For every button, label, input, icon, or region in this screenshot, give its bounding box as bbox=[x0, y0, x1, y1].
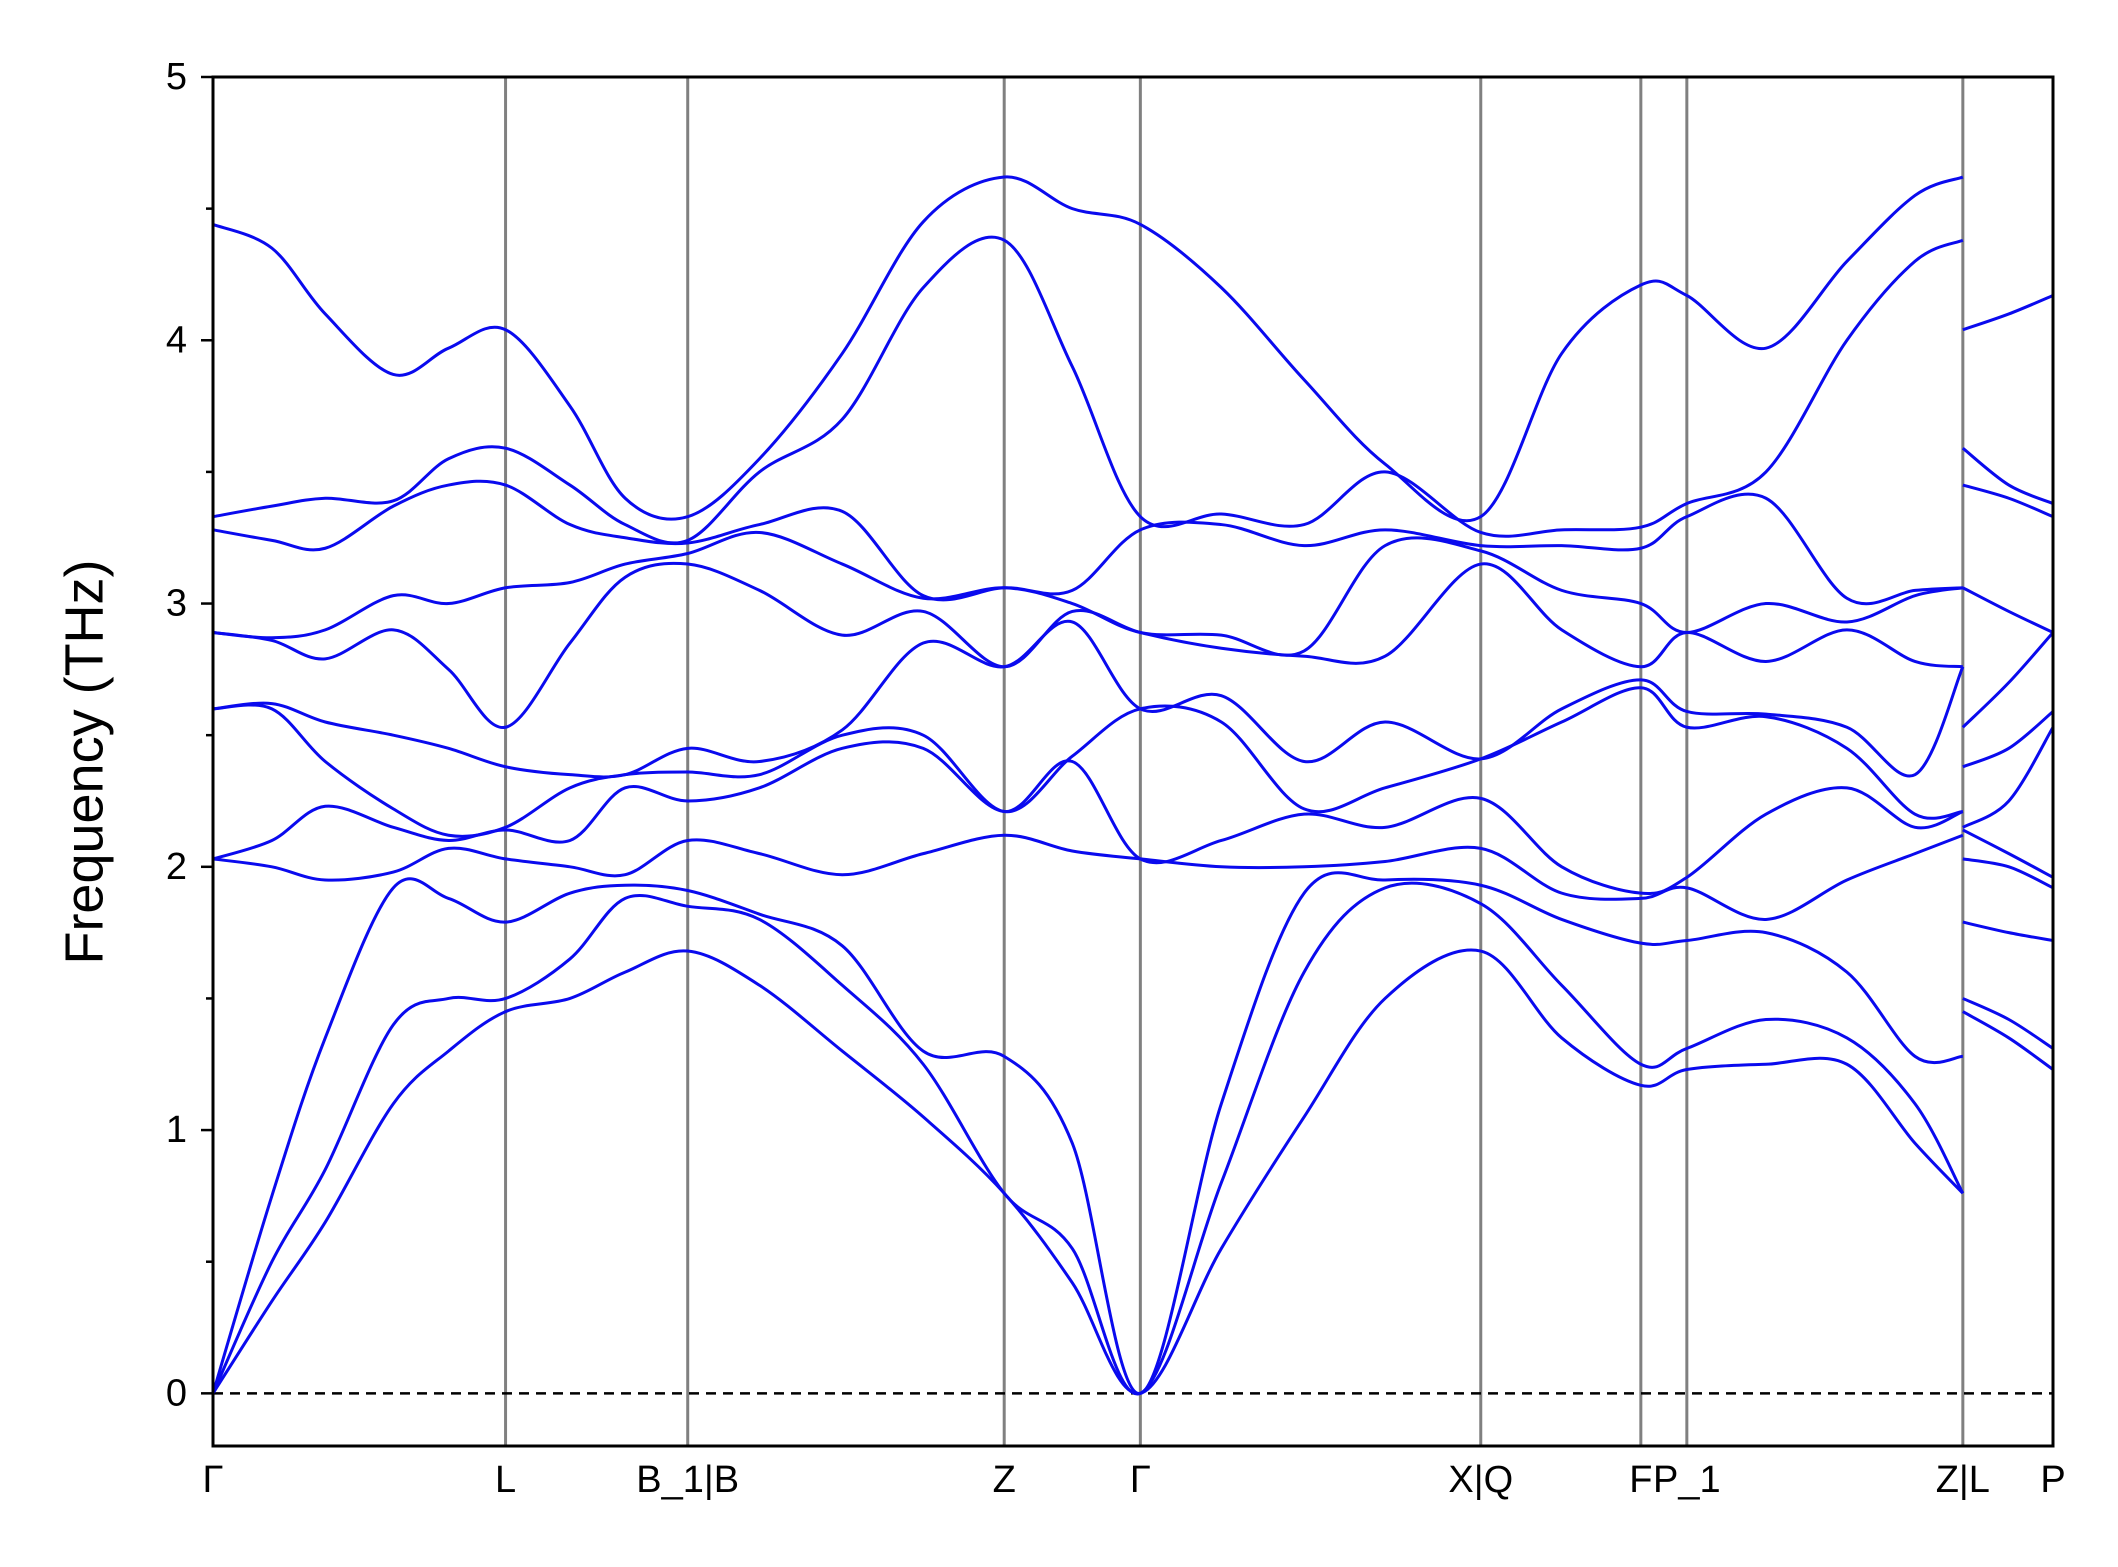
band-line bbox=[212, 833, 2054, 921]
x-tick-label: X|Q bbox=[1448, 1459, 1513, 1501]
x-tick-label: Γ bbox=[203, 1459, 224, 1501]
band-line bbox=[212, 561, 2055, 729]
y-tick-label: 1 bbox=[166, 1109, 187, 1151]
band-line bbox=[212, 175, 2054, 523]
plot-frame bbox=[211, 75, 2055, 1448]
band-line bbox=[211, 881, 2054, 1396]
y-tick-label: 4 bbox=[166, 319, 187, 361]
band-line bbox=[211, 871, 2054, 1395]
band-line bbox=[212, 530, 2054, 657]
x-tick-label: Z bbox=[993, 1459, 1016, 1501]
band-line bbox=[212, 479, 2054, 606]
x-tick-label: B_1|B bbox=[636, 1459, 739, 1501]
y-tick-label: 0 bbox=[166, 1372, 187, 1414]
y-axis-label: Frequency (THz) bbox=[54, 559, 114, 964]
x-tick-label: Z|L bbox=[1936, 1459, 1990, 1501]
band-line bbox=[212, 619, 2054, 779]
x-tick-label: P bbox=[2040, 1459, 2065, 1501]
x-tick-label: L bbox=[495, 1459, 516, 1501]
band-line bbox=[212, 235, 2054, 545]
band-line bbox=[212, 740, 2054, 895]
x-tick-label: F bbox=[1629, 1459, 1652, 1501]
band-line bbox=[211, 948, 2054, 1395]
x-tick-label: Γ bbox=[1130, 1459, 1151, 1501]
x-tick-label: P_1 bbox=[1653, 1459, 1721, 1501]
y-tick-label: 5 bbox=[166, 56, 187, 98]
band-line bbox=[212, 686, 2055, 838]
y-tick-label: 3 bbox=[166, 583, 187, 625]
y-tick-label: 2 bbox=[166, 846, 187, 888]
